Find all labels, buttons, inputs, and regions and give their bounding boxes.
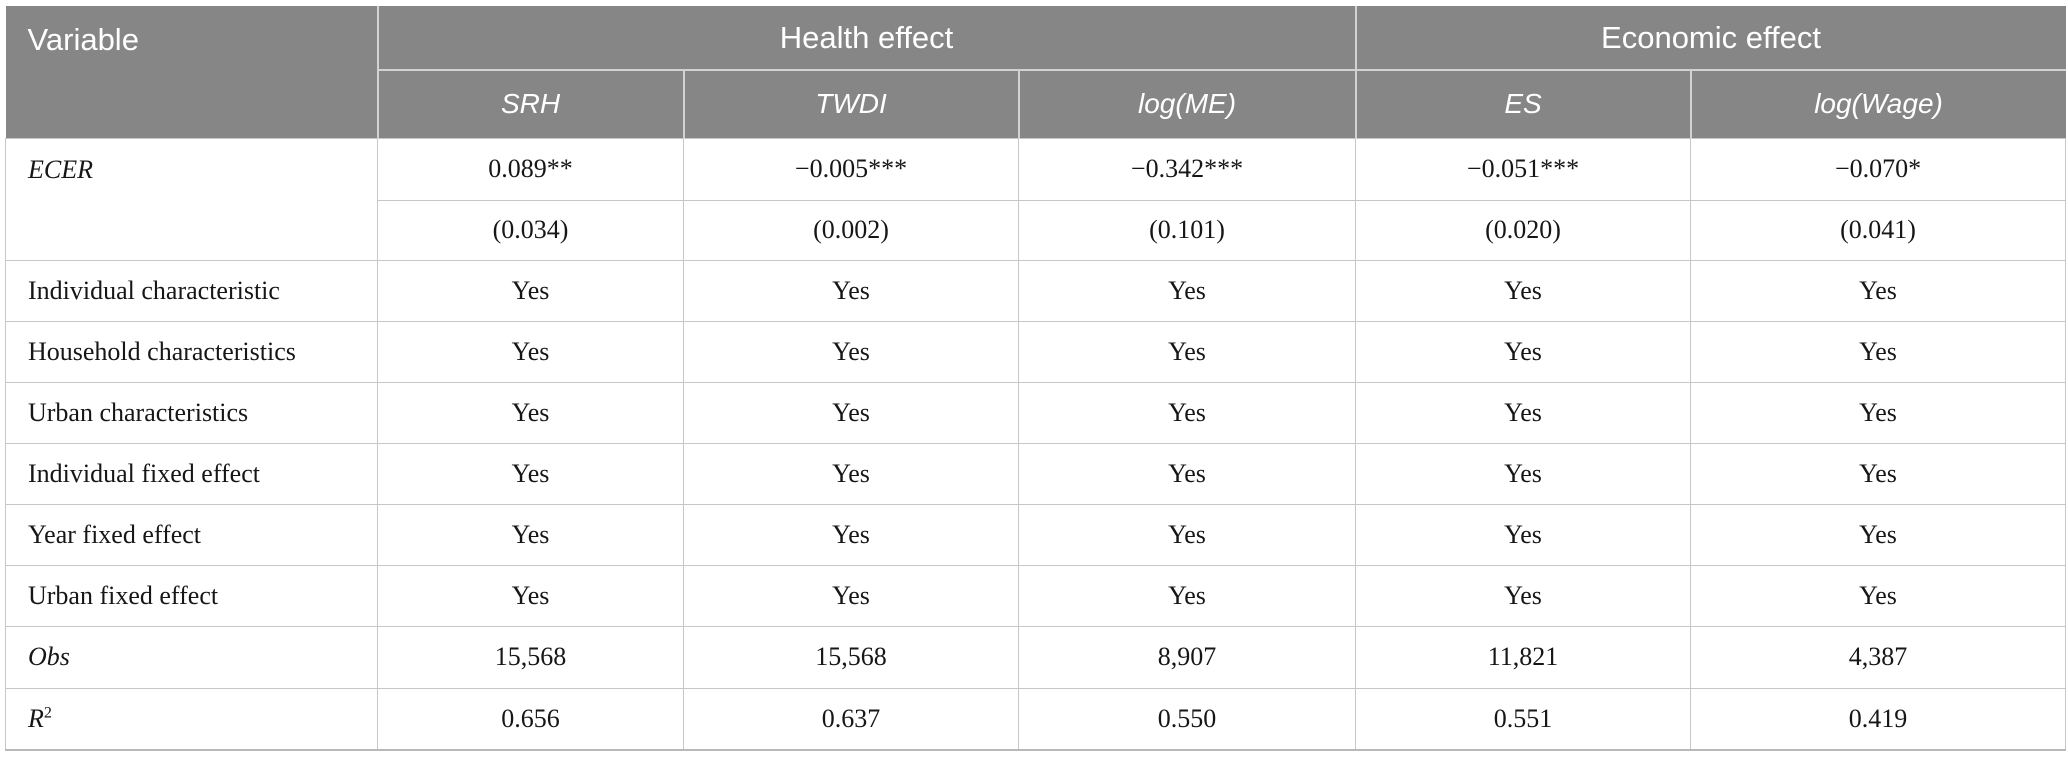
row-label: Obs <box>5 625 378 689</box>
row-label: Individual characteristic <box>5 259 378 322</box>
value-cell: Yes <box>1355 442 1692 505</box>
r-squared-superscript: 2 <box>43 704 52 722</box>
header-col-es: ES <box>1354 69 1691 138</box>
regression-results-table: Variable Health effect Economic effect S… <box>5 6 2067 751</box>
header-subcolumn-row: SRH TWDI log(ME) ES log(Wage) <box>6 69 2066 138</box>
header-variable: Variable <box>5 6 378 138</box>
value-cell: Yes <box>1017 564 1357 627</box>
value-cell: 8,907 <box>1017 625 1357 689</box>
value-cell: Yes <box>1690 442 2067 505</box>
value-cell: Yes <box>377 503 684 566</box>
table-body: ECER 0.089** −0.005*** −0.342*** −0.051*… <box>5 137 2067 751</box>
row-year-fixed-effect: Year fixed effect Yes Yes Yes Yes Yes <box>5 503 2067 566</box>
value-cell: Yes <box>1355 381 1692 444</box>
value-cell: Yes <box>1017 381 1357 444</box>
header-group-row: Variable Health effect Economic effect <box>5 6 2066 138</box>
value-cell: Yes <box>683 320 1019 383</box>
value-cell: Yes <box>377 442 684 505</box>
value-cell: (0.020) <box>1355 199 1692 261</box>
value-cell: Yes <box>683 381 1019 444</box>
row-individual-fixed-effect: Individual fixed effect Yes Yes Yes Yes … <box>5 442 2067 505</box>
value-cell: Yes <box>377 564 684 627</box>
value-cell: −0.051*** <box>1355 137 1692 201</box>
row-r-squared: R2 0.656 0.637 0.550 0.551 0.419 <box>5 687 2067 751</box>
value-cell: 0.551 <box>1355 687 1692 751</box>
row-urban-characteristics: Urban characteristics Yes Yes Yes Yes Ye… <box>5 381 2067 444</box>
value-cell: Yes <box>1355 503 1692 566</box>
value-cell: Yes <box>1355 564 1692 627</box>
value-cell: −0.342*** <box>1017 137 1357 201</box>
row-label: Year fixed effect <box>5 503 378 566</box>
value-cell: 0.550 <box>1017 687 1357 751</box>
value-cell: Yes <box>377 381 684 444</box>
value-cell: (0.041) <box>1690 199 2067 261</box>
table-header: Variable Health effect Economic effect S… <box>5 6 2066 138</box>
value-cell: 0.656 <box>377 687 684 751</box>
value-cell: 4,387 <box>1690 625 2067 689</box>
header-col-log-me: log(ME) <box>1017 69 1356 138</box>
value-cell: Yes <box>1017 503 1357 566</box>
r-squared-base: R <box>28 703 44 733</box>
value-cell: Yes <box>683 259 1019 322</box>
row-observations: Obs 15,568 15,568 8,907 11,821 4,387 <box>5 625 2067 689</box>
value-cell: Yes <box>1690 564 2067 627</box>
row-urban-fixed-effect: Urban fixed effect Yes Yes Yes Yes Yes <box>5 564 2067 627</box>
value-cell: Yes <box>1690 259 2067 322</box>
value-cell: Yes <box>1355 320 1692 383</box>
row-individual-characteristic: Individual characteristic Yes Yes Yes Ye… <box>5 259 2067 322</box>
value-cell: 15,568 <box>683 625 1019 689</box>
row-ecer-standard-errors: (0.034) (0.002) (0.101) (0.020) (0.041) <box>6 199 2067 261</box>
value-cell: 0.419 <box>1690 687 2067 751</box>
value-cell: (0.034) <box>377 199 684 261</box>
value-cell: Yes <box>1355 259 1692 322</box>
row-label: R2 <box>5 687 378 751</box>
header-col-log-wage: log(Wage) <box>1689 69 2066 138</box>
value-cell: −0.070* <box>1690 137 2067 201</box>
value-cell: Yes <box>1690 381 2067 444</box>
value-cell: Yes <box>1017 259 1357 322</box>
header-col-srh: SRH <box>376 69 684 138</box>
header-group-economic-effect: Economic effect <box>1354 6 2066 70</box>
value-cell: Yes <box>683 442 1019 505</box>
value-cell: Yes <box>377 259 684 322</box>
value-cell: Yes <box>1017 320 1357 383</box>
row-label: Urban fixed effect <box>5 564 378 627</box>
value-cell: Yes <box>1017 442 1357 505</box>
value-cell: Yes <box>683 503 1019 566</box>
value-cell: 11,821 <box>1355 625 1692 689</box>
value-cell: Yes <box>1690 320 2067 383</box>
header-group-health-effect: Health effect <box>376 6 1356 70</box>
row-label: Individual fixed effect <box>5 442 378 505</box>
value-cell: 15,568 <box>377 625 684 689</box>
header-col-twdi: TWDI <box>682 69 1019 138</box>
value-cell: (0.002) <box>683 199 1019 261</box>
row-ecer-coefficients: ECER 0.089** −0.005*** −0.342*** −0.051*… <box>5 137 2067 261</box>
value-cell: Yes <box>377 320 684 383</box>
value-cell: 0.089** <box>377 137 684 201</box>
value-cell: (0.101) <box>1017 199 1357 261</box>
value-cell: −0.005*** <box>683 137 1019 201</box>
row-label: Urban characteristics <box>5 381 378 444</box>
value-cell: Yes <box>1690 503 2067 566</box>
row-household-characteristics: Household characteristics Yes Yes Yes Ye… <box>5 320 2067 383</box>
value-cell: Yes <box>683 564 1019 627</box>
value-cell: 0.637 <box>683 687 1019 751</box>
row-label: ECER <box>5 137 378 261</box>
row-label: Household characteristics <box>5 320 378 383</box>
